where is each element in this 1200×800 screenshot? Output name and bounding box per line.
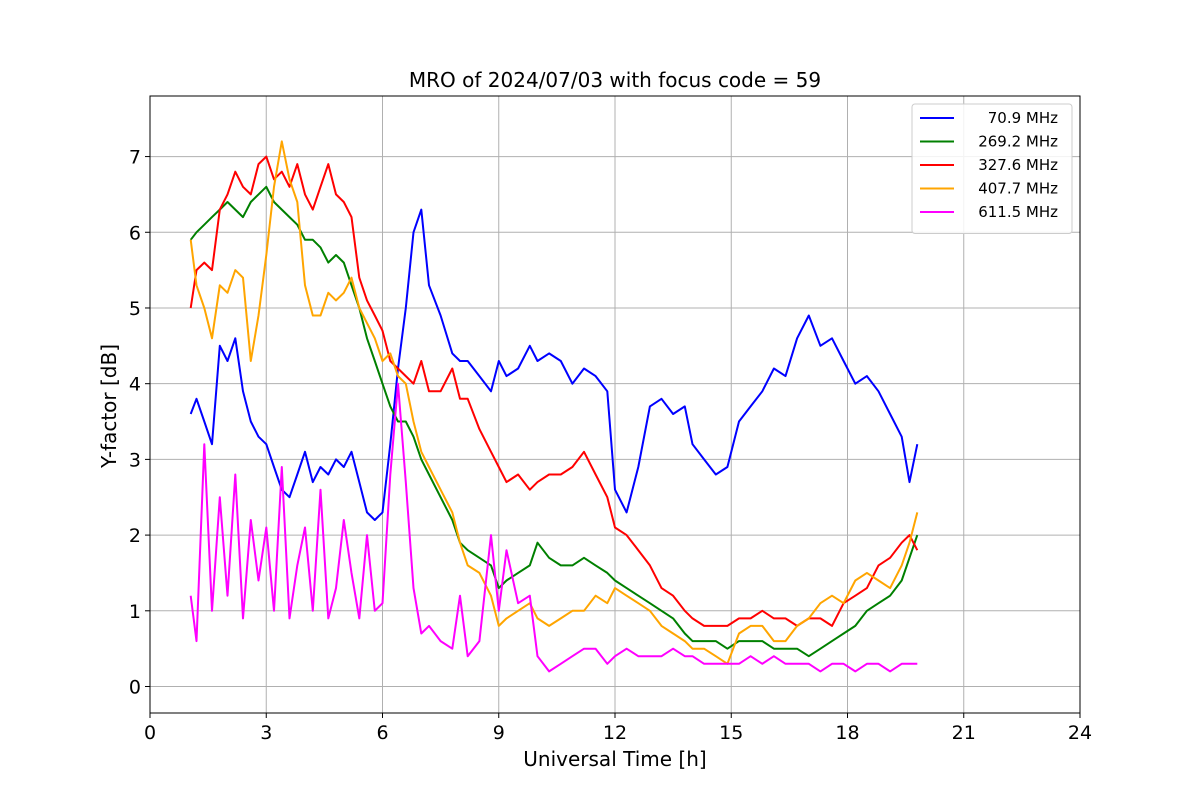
legend-label: 269.2 MHz bbox=[978, 133, 1058, 151]
x-tick-label: 21 bbox=[952, 722, 976, 744]
x-tick-label: 0 bbox=[144, 722, 156, 744]
x-tick-label: 3 bbox=[260, 722, 272, 744]
y-tick-label: 7 bbox=[129, 147, 141, 169]
series-line-2 bbox=[189, 185, 919, 658]
chart-title: MRO of 2024/07/03 with focus code = 59 bbox=[409, 68, 821, 92]
x-axis-ticks: 0 3 6 9 12 15 18 21 24 bbox=[144, 713, 1092, 744]
y-tick-label: 0 bbox=[129, 677, 141, 699]
x-axis-label: Universal Time [h] bbox=[523, 747, 706, 771]
series-line-1 bbox=[189, 208, 919, 521]
series-line-5 bbox=[189, 382, 918, 673]
y-tick-label: 4 bbox=[129, 374, 141, 396]
x-tick-label: 9 bbox=[493, 722, 505, 744]
series-lines bbox=[189, 140, 919, 673]
y-tick-label: 1 bbox=[129, 601, 141, 623]
x-tick-label: 15 bbox=[719, 722, 743, 744]
y-axis-ticks: 0 1 2 3 4 5 6 7 bbox=[129, 147, 150, 699]
legend-box bbox=[911, 103, 1073, 234]
legend: 70.9 MHz 269.2 MHz 327.6 MHz 407.7 MHz 611.5… bbox=[911, 103, 1073, 234]
y-tick-label: 2 bbox=[129, 525, 141, 547]
y-tick-label: 5 bbox=[129, 298, 141, 320]
x-tick-label: 24 bbox=[1068, 722, 1092, 744]
legend-label: 70.9 MHz bbox=[988, 109, 1058, 127]
legend-label: 407.7 MHz bbox=[978, 180, 1058, 198]
legend-label: 611.5 MHz bbox=[978, 203, 1058, 221]
y-tick-label: 6 bbox=[129, 222, 141, 244]
y-tick-label: 3 bbox=[129, 449, 141, 471]
x-tick-label: 18 bbox=[835, 722, 859, 744]
series-line-4 bbox=[189, 140, 919, 665]
legend-label: 327.6 MHz bbox=[978, 156, 1058, 174]
series-line-3 bbox=[189, 155, 919, 627]
x-tick-label: 12 bbox=[603, 722, 627, 744]
y-axis-label: Y-factor [dB] bbox=[97, 344, 121, 469]
x-tick-label: 6 bbox=[376, 722, 388, 744]
